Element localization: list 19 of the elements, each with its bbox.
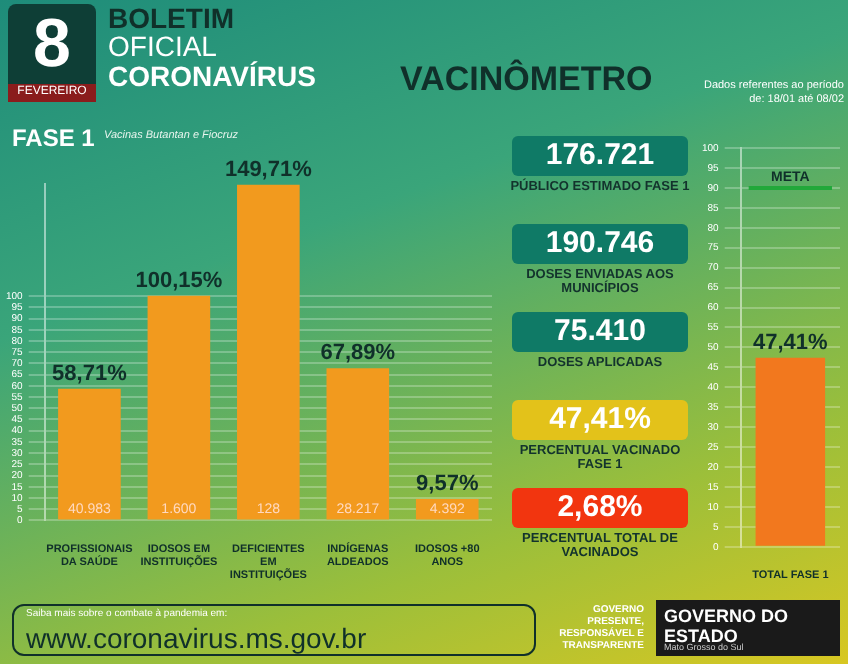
text: BOLETIM — [108, 2, 234, 34]
data-label: 100,15% — [135, 268, 223, 293]
text: OFICIAL — [108, 30, 217, 62]
data-label: 149,71% — [224, 157, 313, 182]
data-label: 67,89% — [320, 341, 396, 366]
data-label: 47,41% — [753, 330, 829, 355]
data-label: 58,71% — [52, 361, 128, 386]
text: 176.721 — [512, 136, 688, 176]
text: VACINÔMETRO — [400, 60, 653, 100]
text: CORONAVÍRUS — [108, 60, 316, 92]
text: 47,41% — [512, 400, 688, 440]
text: 190.746 — [512, 224, 688, 264]
data-label: 9,57% — [416, 472, 479, 496]
text: 2,68% — [512, 488, 688, 528]
text: GOVERNO DO ESTADO — [664, 606, 791, 646]
text: 75.410 — [512, 312, 688, 352]
chart-title: FASE 1 — [12, 124, 95, 152]
text: 8 — [8, 4, 96, 84]
text: www.coronavirus.ms.gov.br — [26, 622, 367, 654]
